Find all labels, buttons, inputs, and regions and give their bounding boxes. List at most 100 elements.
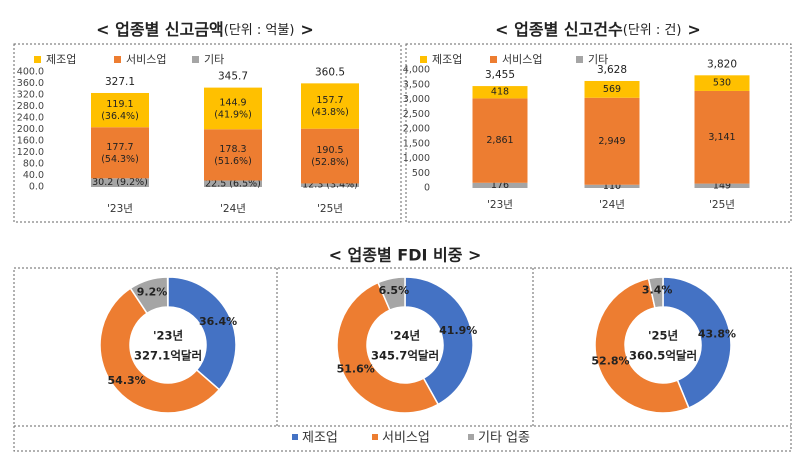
y-tick-label: 2,000 xyxy=(403,124,430,135)
title-close: > xyxy=(300,20,313,39)
slice-label: 52.8% xyxy=(591,354,629,367)
value-label: 176 xyxy=(491,180,509,191)
bar-segment xyxy=(694,90,750,184)
y-tick-label: 0.0 xyxy=(29,182,44,193)
y-tick-label: 2,500 xyxy=(403,109,430,120)
value-label: 110 xyxy=(603,181,621,192)
total-label: 3,628 xyxy=(597,64,627,76)
legend-label: 기타 업종 xyxy=(478,431,530,446)
x-tick-label: '23년 xyxy=(487,199,513,211)
bar-segment xyxy=(204,87,262,130)
slice-label: 3.4% xyxy=(642,283,673,296)
bar-segment xyxy=(301,83,359,129)
value-label: 2,861 xyxy=(486,135,513,146)
slice-label: 43.8% xyxy=(698,327,736,340)
bar-segment xyxy=(694,75,750,91)
legend-label: 기타 xyxy=(204,53,224,66)
y-tick-label: 3,500 xyxy=(403,79,430,90)
title-close: > xyxy=(687,20,700,39)
bar-segment xyxy=(694,183,750,188)
total-label: 345.7 xyxy=(218,71,248,83)
y-tick-label: 400.0 xyxy=(17,67,44,78)
value-label: 30.2 (9.2%) xyxy=(92,177,148,188)
legend-label: 서비스업 xyxy=(126,53,166,66)
y-tick-label: 200.0 xyxy=(17,124,44,135)
value-label: 149 xyxy=(713,180,731,191)
y-tick-label: 160.0 xyxy=(17,136,44,147)
center-label: '25년 xyxy=(648,329,678,343)
donut-slice xyxy=(167,276,237,391)
bar-segment xyxy=(301,128,359,184)
value-label: 418 xyxy=(491,87,509,98)
panel-border xyxy=(13,267,792,452)
center-label: '24년 xyxy=(390,329,420,343)
chart-title: < 업종별 신고금액(단위 : 억불) > xyxy=(96,20,314,39)
title-text: < 업종별 신고금액 xyxy=(96,20,224,39)
donut-slice xyxy=(99,287,221,414)
legend-swatch xyxy=(292,434,298,440)
total-label: 3,455 xyxy=(485,69,515,81)
y-tick-label: 240.0 xyxy=(17,113,44,124)
title-text: < 업종별 신고건수 xyxy=(495,20,623,39)
donut-slice xyxy=(594,277,690,414)
bar-segment xyxy=(204,129,262,181)
y-tick-label: 3,000 xyxy=(403,94,430,105)
bar-segment xyxy=(301,183,359,187)
bar-segment xyxy=(91,178,149,187)
panel-border xyxy=(405,43,792,223)
panel-border xyxy=(13,43,402,223)
legend-label: 제조업 xyxy=(46,53,76,66)
value-label: 3,141 xyxy=(708,132,735,143)
value-label: 190.5 (52.8%) xyxy=(311,145,349,168)
y-tick-label: 4,000 xyxy=(403,65,430,76)
value-label: 144.9 (41.9%) xyxy=(214,97,252,120)
bar-segment xyxy=(472,86,528,99)
y-tick-label: 120.0 xyxy=(17,147,44,158)
slice-label: 9.2% xyxy=(137,285,168,298)
value-label: 22.5 (6.5%) xyxy=(205,178,261,189)
bar-segment xyxy=(204,180,262,187)
y-tick-label: 40.0 xyxy=(23,170,44,181)
legend-swatch xyxy=(420,56,427,63)
x-tick-label: '24년 xyxy=(599,199,625,211)
bar-segment xyxy=(584,97,640,185)
donut-slice xyxy=(377,276,406,312)
chart-title: < 업종별 신고건수(단위 : 건) > xyxy=(495,20,701,39)
legend-label: 기타 xyxy=(588,53,608,66)
legend-label: 제조업 xyxy=(302,431,338,446)
value-label: 178.3 (51.6%) xyxy=(214,143,252,166)
y-tick-label: 80.0 xyxy=(23,159,44,170)
center-label: '23년 xyxy=(153,329,183,343)
title-unit: (단위 : 억불) xyxy=(224,23,295,38)
legend-swatch xyxy=(490,56,497,63)
slice-label: 54.3% xyxy=(108,374,146,387)
title-unit: (단위 : 건) xyxy=(623,23,682,38)
legend-swatch xyxy=(576,56,583,63)
donut-slice xyxy=(662,276,732,409)
value-label: 2,949 xyxy=(598,136,625,147)
x-tick-label: '23년 xyxy=(107,203,133,215)
slice-label: 36.4% xyxy=(199,315,237,328)
x-tick-label: '24년 xyxy=(220,203,246,215)
x-tick-label: '25년 xyxy=(317,203,343,215)
legend-label: 제조업 xyxy=(432,53,462,66)
legend-swatch xyxy=(34,56,41,63)
donut-slice xyxy=(336,281,440,414)
legend-swatch xyxy=(192,56,199,63)
y-tick-label: 280.0 xyxy=(17,101,44,112)
slice-label: 41.9% xyxy=(439,324,477,337)
value-label: 569 xyxy=(603,84,621,95)
slice-label: 6.5% xyxy=(379,284,410,297)
legend-swatch xyxy=(372,434,378,440)
donut-slice xyxy=(129,276,169,315)
legend-swatch xyxy=(468,434,474,440)
center-label: 360.5억달러 xyxy=(629,349,697,363)
legend-label: 서비스업 xyxy=(502,53,542,66)
center-label: 327.1억달러 xyxy=(134,349,202,363)
bar-segment xyxy=(472,182,528,188)
y-tick-label: 500 xyxy=(412,168,430,179)
section-title: < 업종별 FDI 비중 > xyxy=(329,246,482,265)
bar-segment xyxy=(472,98,528,183)
total-label: 3,820 xyxy=(707,58,737,70)
